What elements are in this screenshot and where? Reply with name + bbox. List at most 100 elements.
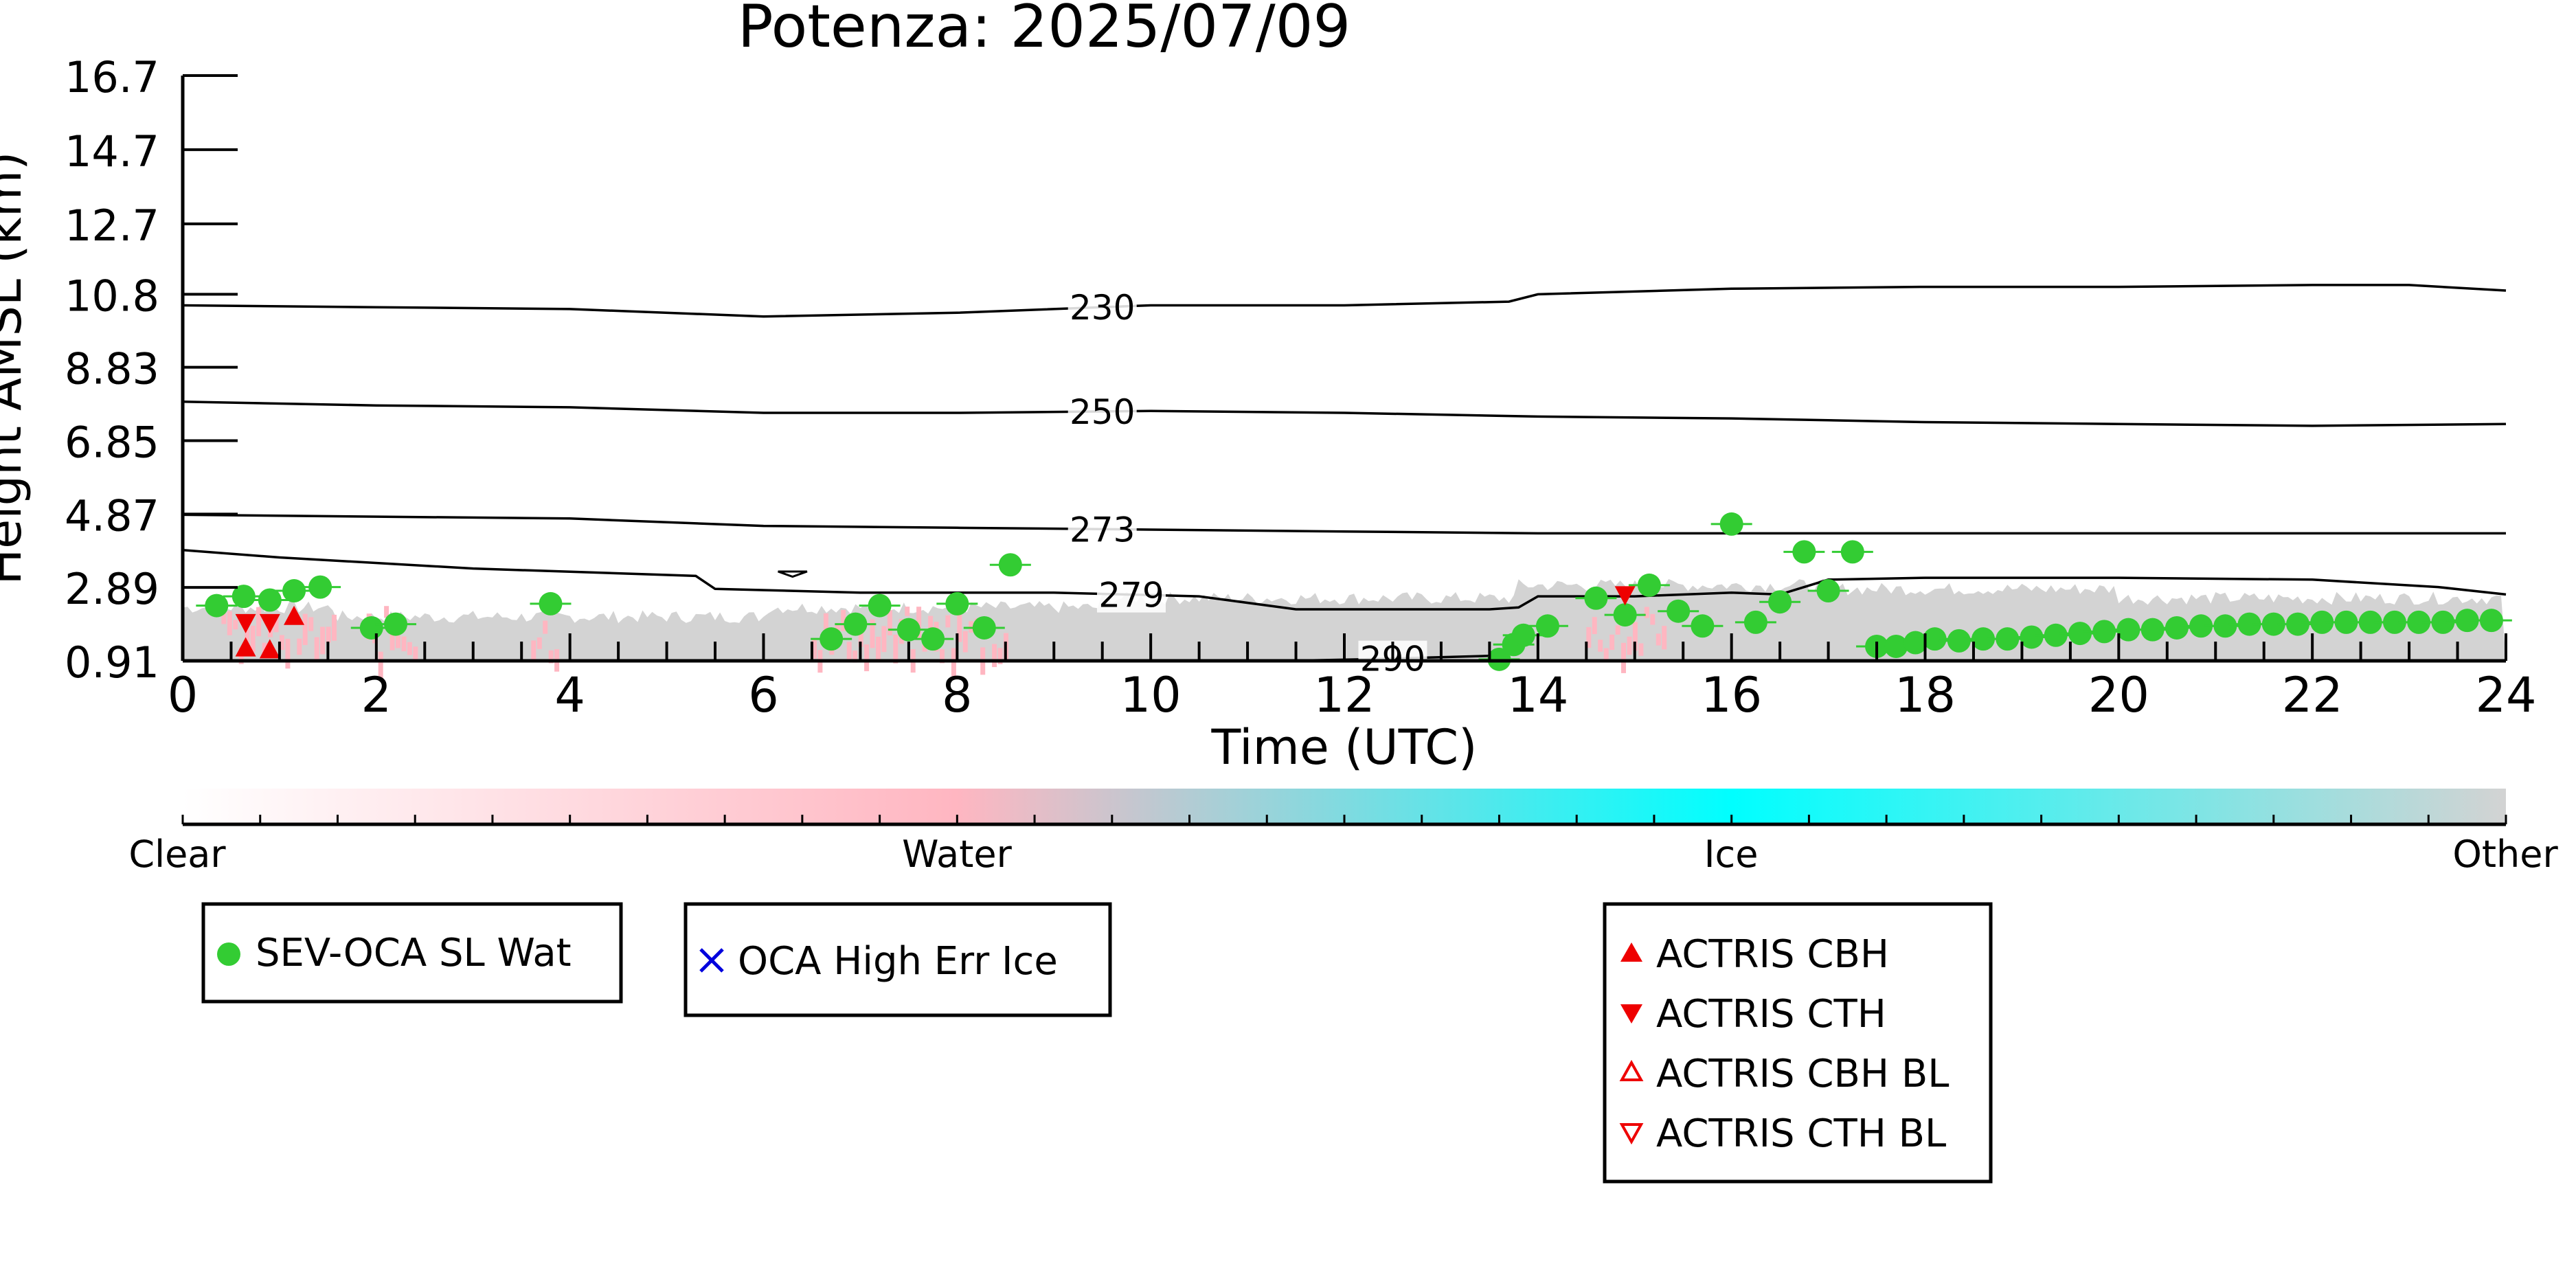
sev-oca-point [2358, 610, 2382, 634]
water-class-region [928, 615, 934, 632]
colorbar-ticks [181, 815, 2507, 824]
y-tick-label: 10.8 [65, 271, 159, 321]
sev-oca-point [1768, 590, 1792, 614]
sev-oca-point [2286, 612, 2310, 636]
water-class-region [881, 626, 887, 653]
water-class-region [543, 620, 548, 634]
x-tick-label: 14 [1507, 667, 1568, 723]
contour-label-230: 230 [1070, 288, 1135, 328]
sev-oca-point [1816, 579, 1840, 603]
x-ticks: 0 2 4 6 8 10 12 14 16 18 20 22 24 [168, 633, 2537, 723]
contour-label-bg [1067, 289, 1137, 326]
legend-label: ACTRIS CBH [1656, 932, 1889, 977]
sev-oca-point [945, 591, 969, 615]
water-class-region [916, 607, 922, 638]
contour-line-279 [182, 548, 2507, 611]
x-axis-label: Time (UTC) [1211, 719, 1478, 776]
sev-oca-point [998, 553, 1022, 577]
sev-oca-point [258, 588, 282, 612]
water-class-region [314, 637, 319, 662]
sev-oca-point [2334, 610, 2358, 634]
sev-oca-point [2261, 612, 2285, 636]
legend-label: SEV-OCA SL Wat [256, 931, 572, 975]
sev-oca-point [1743, 610, 1767, 634]
water-class-region [250, 625, 256, 653]
water-class-region [413, 646, 418, 660]
axes [181, 76, 2506, 663]
contour-line-273 [182, 513, 2506, 535]
sev-oca-point [1792, 540, 1816, 564]
water-class-region [297, 638, 302, 655]
sev-oca-point [2382, 610, 2406, 634]
sev-oca-point [2068, 622, 2092, 646]
contour-label-bg [1067, 511, 1137, 547]
sev-oca-point [308, 575, 332, 599]
sev-oca-point [205, 594, 229, 618]
x-tick-label: 0 [168, 667, 199, 723]
water-class-region [332, 614, 337, 641]
legend-marker-triangle-down-open [1619, 1123, 1644, 1145]
x-tick-label: 12 [1313, 667, 1375, 723]
water-class-region [957, 615, 962, 642]
water-class-region [841, 609, 846, 631]
water-class-region [1662, 626, 1667, 650]
sev-oca-point [2116, 618, 2140, 642]
water-class-region [233, 620, 238, 630]
water-class-region [997, 648, 1003, 664]
y-tick-label: 8.83 [65, 344, 159, 394]
x-tick-label: 8 [942, 667, 973, 723]
x-tick-label: 2 [361, 667, 392, 723]
sev-oca-point [1947, 629, 1971, 653]
sev-oca-point [1637, 573, 1661, 597]
contour-label-bg [1096, 576, 1166, 613]
y-ticks: 16.7 14.7 12.7 10.8 8.83 6.85 4.87 2.89 0.91 [65, 52, 238, 688]
water-class-region [945, 615, 951, 628]
sev-oca-point [1511, 623, 1535, 647]
sev-oca-point [2189, 614, 2213, 638]
water-class-region [992, 644, 997, 668]
legend-marker-triangle-down [1620, 1004, 1642, 1024]
contour-label-273: 273 [1070, 510, 1135, 550]
y-tick-label: 0.91 [65, 637, 159, 688]
water-class-region [1598, 640, 1603, 652]
sev-oca-point [2310, 610, 2334, 634]
legend-label: ACTRIS CBH BL [1656, 1052, 1949, 1096]
water-class-region [1609, 634, 1615, 651]
contour-label-250: 250 [1070, 392, 1135, 432]
legend-oca-high-err: OCA High Err Ice [683, 902, 1112, 1017]
actris-cth-marker [1614, 586, 1636, 606]
water-class-region [864, 644, 870, 672]
legend-box [1603, 902, 1993, 1184]
water-class-region [279, 635, 284, 651]
water-class-region [962, 631, 968, 653]
legend-marker-circle [217, 942, 240, 966]
water-class-region [852, 651, 858, 663]
legend-marker-x [699, 948, 724, 973]
colorbar-label-other: Other [2452, 833, 2558, 876]
legend-sev-oca: SEV-OCA SL Wat [201, 902, 623, 1004]
contour-label-279: 279 [1098, 576, 1164, 615]
sev-oca-point [2407, 610, 2431, 634]
sev-oca-point [1903, 631, 1928, 655]
sev-oca-point [384, 612, 408, 636]
water-class-region [378, 651, 383, 679]
water-class-region [876, 636, 881, 661]
sev-oca-point [820, 627, 844, 651]
sev-oca-point [539, 591, 563, 615]
water-class-region [326, 626, 331, 643]
colorbar-label-clear: Clear [128, 833, 226, 876]
sev-oca-point [2092, 620, 2116, 644]
sev-oca-point [1719, 512, 1743, 536]
legend-actris: ACTRIS CBH ACTRIS CTH ACTRIS CBH BL ACTR… [1603, 902, 1993, 1184]
contour-label-bg [1067, 393, 1137, 429]
sev-oca-point [1884, 634, 1908, 658]
actris-cbh-marker [284, 605, 305, 625]
x-tick-label: 22 [2282, 667, 2343, 723]
water-class-region [531, 640, 536, 661]
x-tick-label: 6 [748, 667, 779, 723]
y-tick-label: 16.7 [65, 52, 159, 102]
water-class-region [396, 635, 400, 648]
sev-oca-point [1535, 614, 1559, 638]
water-class-region [823, 613, 828, 644]
